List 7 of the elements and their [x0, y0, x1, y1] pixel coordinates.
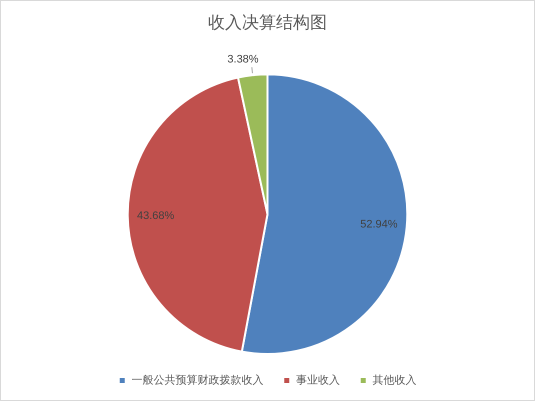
- legend-label: 一般公共预算财政拨款收入: [131, 374, 264, 387]
- legend-label: 其他收入: [372, 374, 416, 387]
- legend-label: 事业收入: [296, 374, 340, 387]
- data-label: 52.94%: [360, 218, 398, 231]
- data-label: 43.68%: [137, 210, 175, 222]
- data-label: 3.38%: [227, 53, 259, 66]
- chart-title: 收入决算结构图: [208, 12, 327, 32]
